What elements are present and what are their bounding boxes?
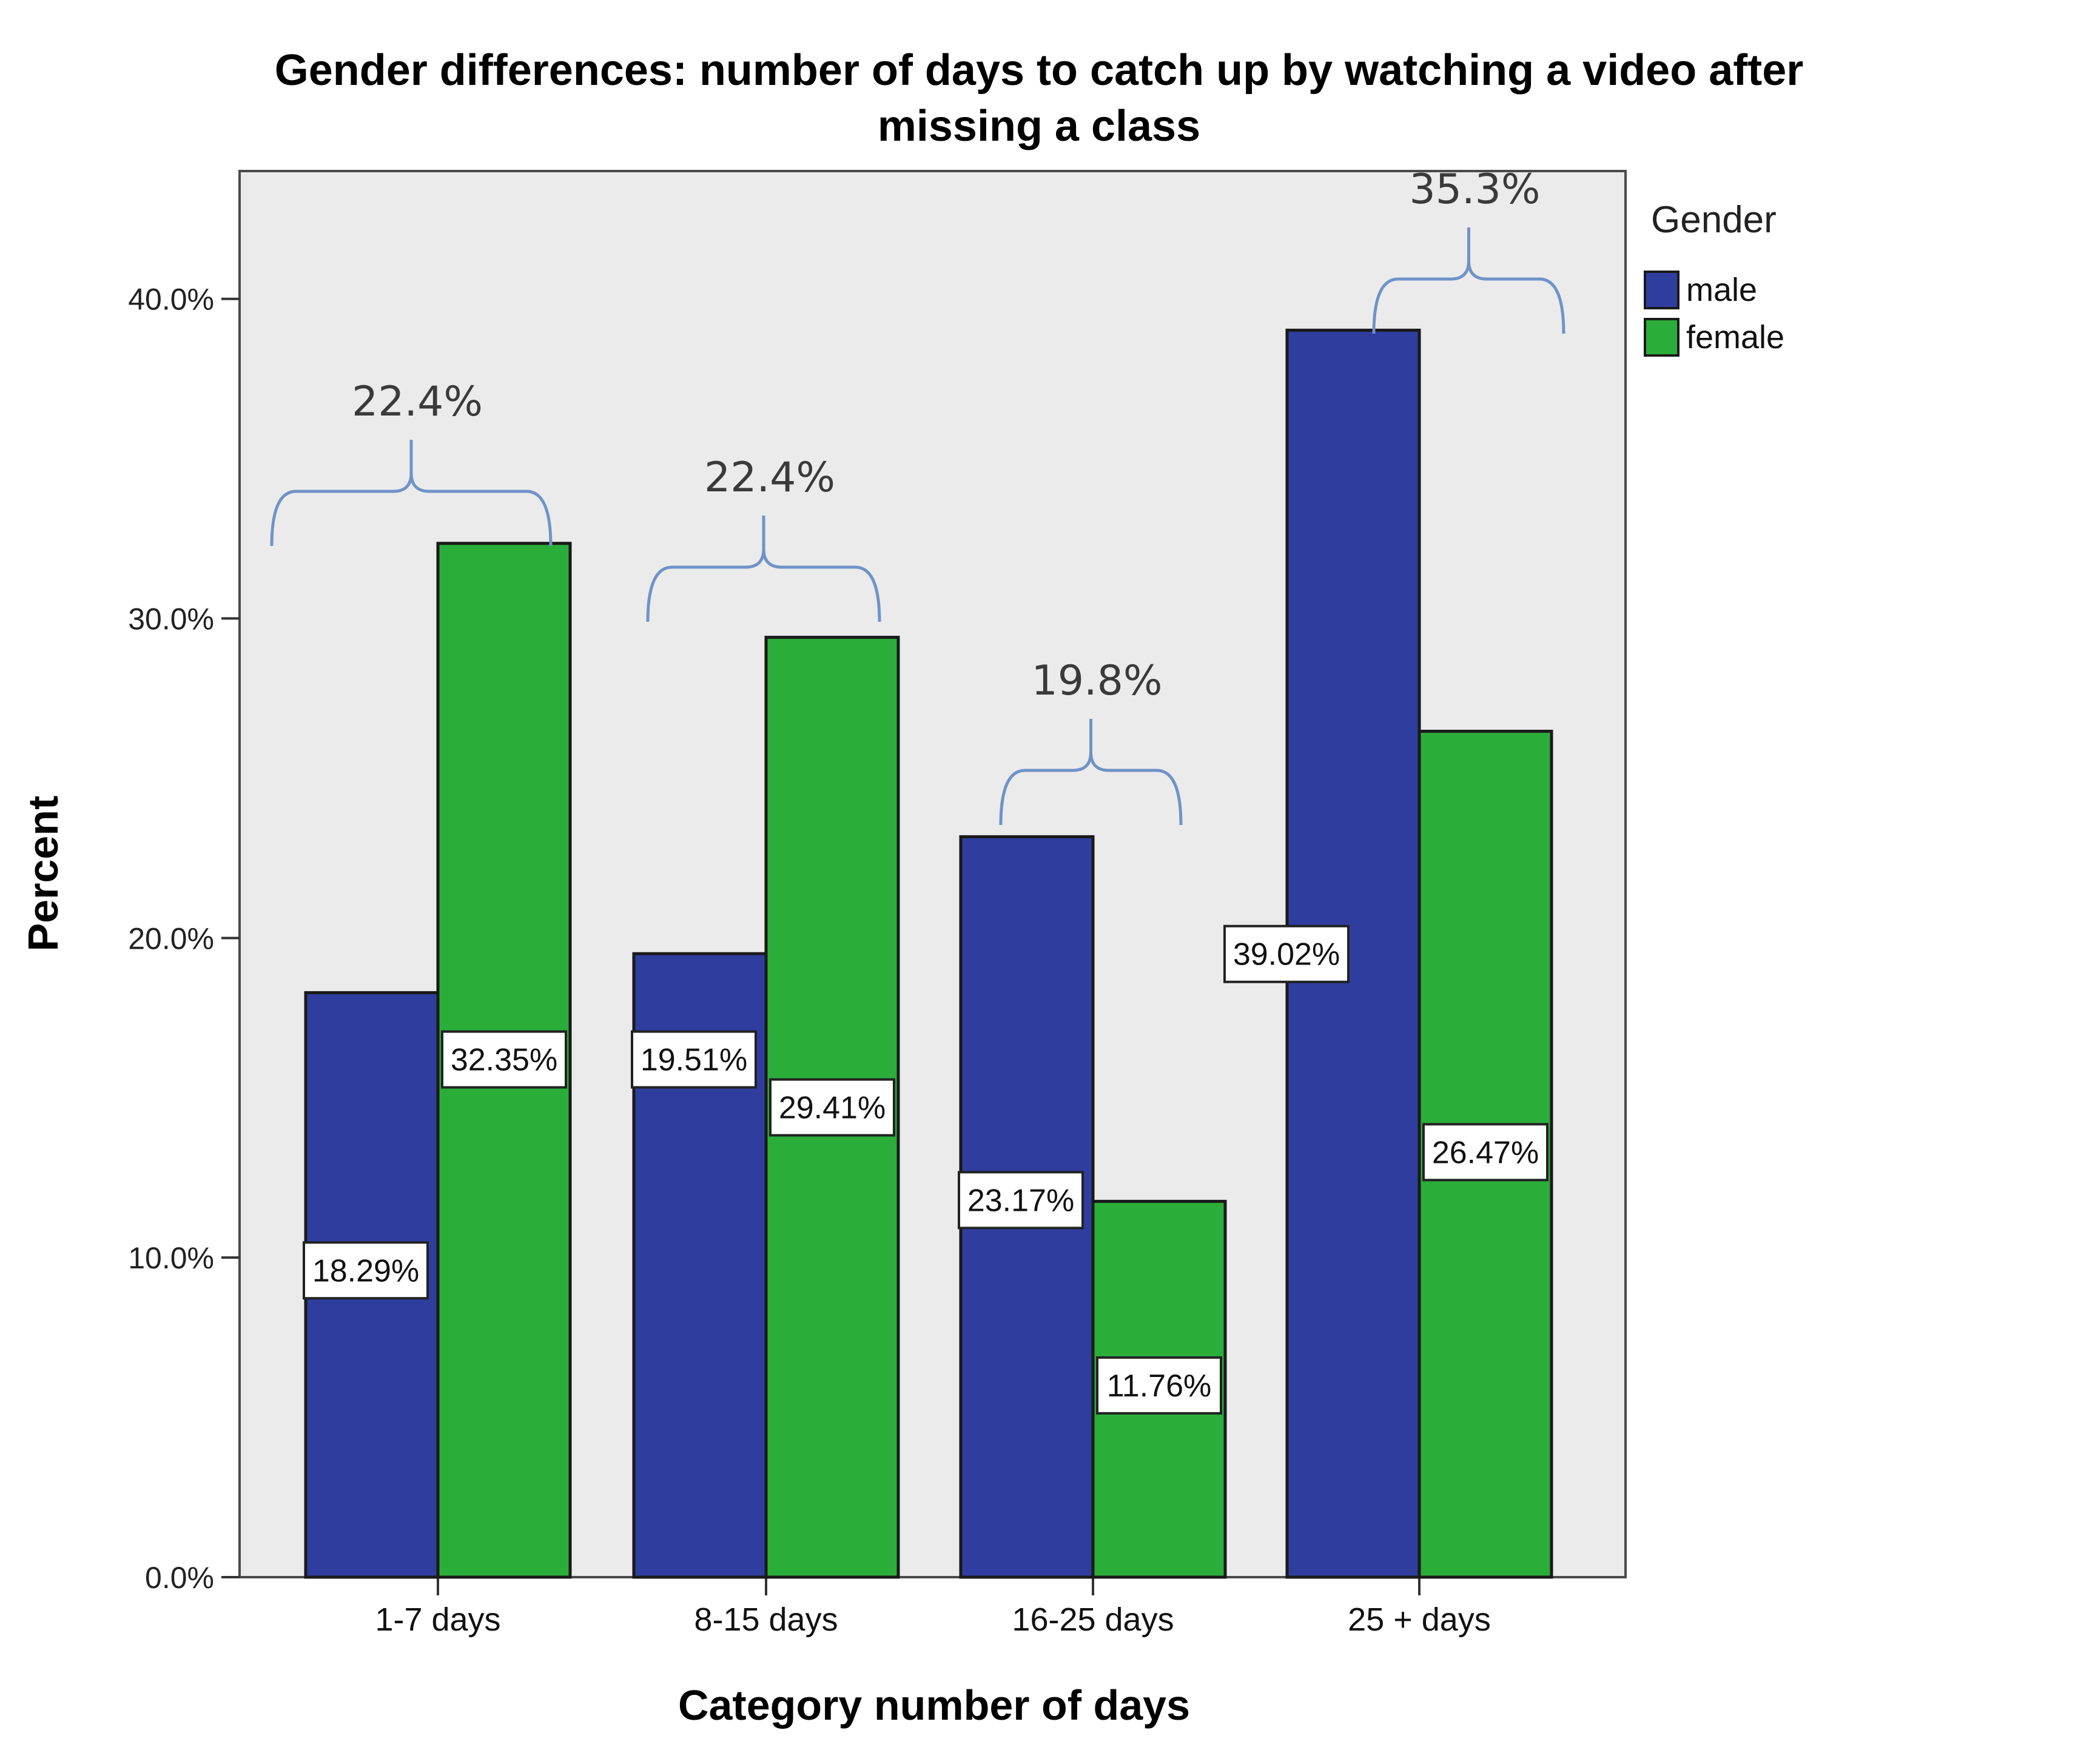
chart-title-line: missing a class [878,102,1200,150]
annotation-label: 35.3% [1409,166,1540,214]
chart-title-line: Gender differences: number of days to ca… [275,46,1804,95]
legend-label-male: male [1686,272,1757,308]
data-label-female-box [769,1078,895,1137]
data-label-male-box [958,1171,1084,1230]
y-tick-label: 30.0% [128,602,214,636]
x-tick-label: 1-7 days [375,1601,500,1638]
legend-swatch-female [1644,318,1680,357]
x-axis-title: Category number of days [678,1682,1190,1729]
y-tick-label: 40.0% [128,283,214,317]
bracket [999,719,1183,826]
bracket [646,516,881,622]
data-label-female: 11.76% [1107,1368,1212,1404]
annotation-label: 22.4% [704,454,835,502]
x-tick-label: 25 + days [1348,1601,1491,1638]
y-axis-title: Percent [19,796,67,952]
legend-label-female: female [1686,319,1784,355]
data-label-male: 19.51% [641,1043,747,1078]
legend-swatch-male [1644,271,1680,309]
data-label-male-box [631,1030,757,1089]
data-label-female: 26.47% [1432,1135,1539,1170]
annotation-label: 22.4% [352,378,483,426]
data-label-male: 18.29% [312,1253,419,1288]
annotation-label: 19.8% [1031,657,1162,705]
data-label-male-box [1223,924,1350,983]
data-label-female-box [1096,1356,1222,1415]
bracket [1372,227,1565,334]
legend-title: Gender [1651,199,1777,241]
bracket [270,440,553,547]
data-label-male-box [303,1241,429,1300]
y-tick-label: 0.0% [145,1561,214,1595]
x-tick-label: 8-15 days [694,1601,838,1638]
y-tick-label: 10.0% [128,1241,214,1275]
x-tick-label: 16-25 days [1012,1601,1174,1638]
y-tick-label: 20.0% [128,921,214,955]
data-label-female-box [1422,1123,1548,1182]
data-label-female: 29.41% [779,1091,886,1126]
data-label-male: 23.17% [967,1183,1074,1218]
data-label-male: 39.02% [1233,937,1340,972]
data-label-female-box [441,1030,567,1089]
data-label-female: 32.35% [451,1043,557,1078]
